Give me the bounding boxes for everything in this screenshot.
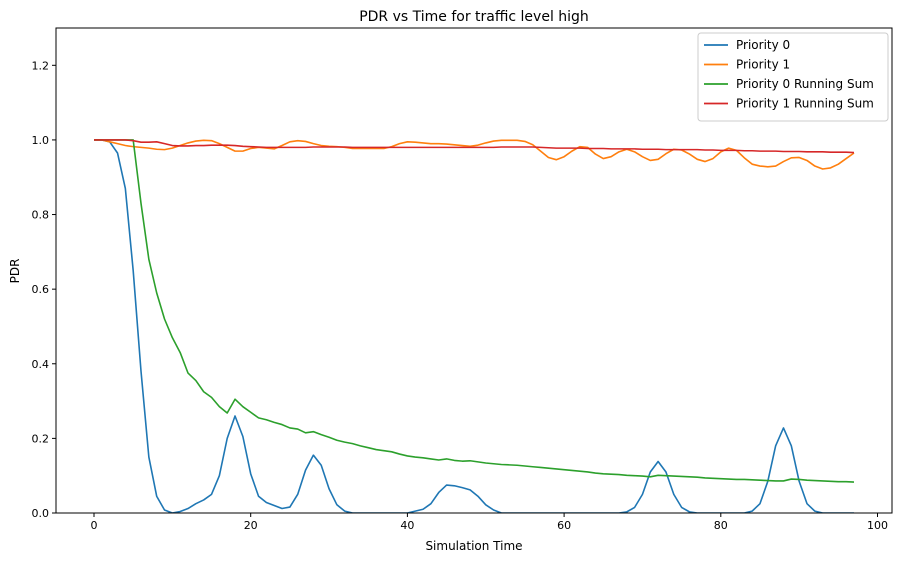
y-tick-label: 0.8: [32, 209, 50, 222]
x-tick-label: 60: [557, 519, 571, 532]
series-line-3: [94, 139, 855, 154]
y-tick-label: 0.4: [32, 358, 50, 371]
y-tick-label: 0.6: [32, 283, 50, 296]
plot-lines: [94, 139, 855, 513]
legend-label-3: Priority 1 Running Sum: [736, 97, 874, 111]
x-axis-label: Simulation Time: [425, 539, 522, 553]
x-tick-label: 40: [400, 519, 414, 532]
legend-box: [697, 32, 889, 122]
y-tick-label: 0.0: [32, 507, 50, 520]
legend: Priority 0 Priority 1 Priority 0 Running S…: [697, 32, 889, 122]
x-tick-label: 80: [714, 519, 728, 532]
y-tick-label: 1.2: [32, 59, 50, 72]
x-tick-label: 100: [867, 519, 888, 532]
series-line-2: [94, 139, 855, 483]
y-axis-label: PDR: [8, 259, 22, 284]
plot-area-frame: [55, 27, 893, 514]
chart-title: PDR vs Time for traffic level high: [359, 9, 589, 25]
legend-label-1: Priority 1: [736, 58, 790, 72]
legend-label-0: Priority 0: [736, 38, 790, 52]
x-tick-label: 0: [91, 519, 98, 532]
y-tick-label: 1.0: [32, 134, 50, 147]
x-tick-label: 20: [244, 519, 258, 532]
y-axis-ticks: 0.0 0.2 0.4 0.6 0.8 1.0 1.2: [32, 59, 56, 520]
x-axis-ticks: 0 20 40 60 80 100: [91, 513, 888, 532]
legend-label-2: Priority 0 Running Sum: [736, 77, 874, 91]
series-line-0: [94, 139, 854, 513]
series-line-1: [94, 139, 855, 170]
y-tick-label: 0.2: [32, 432, 50, 445]
